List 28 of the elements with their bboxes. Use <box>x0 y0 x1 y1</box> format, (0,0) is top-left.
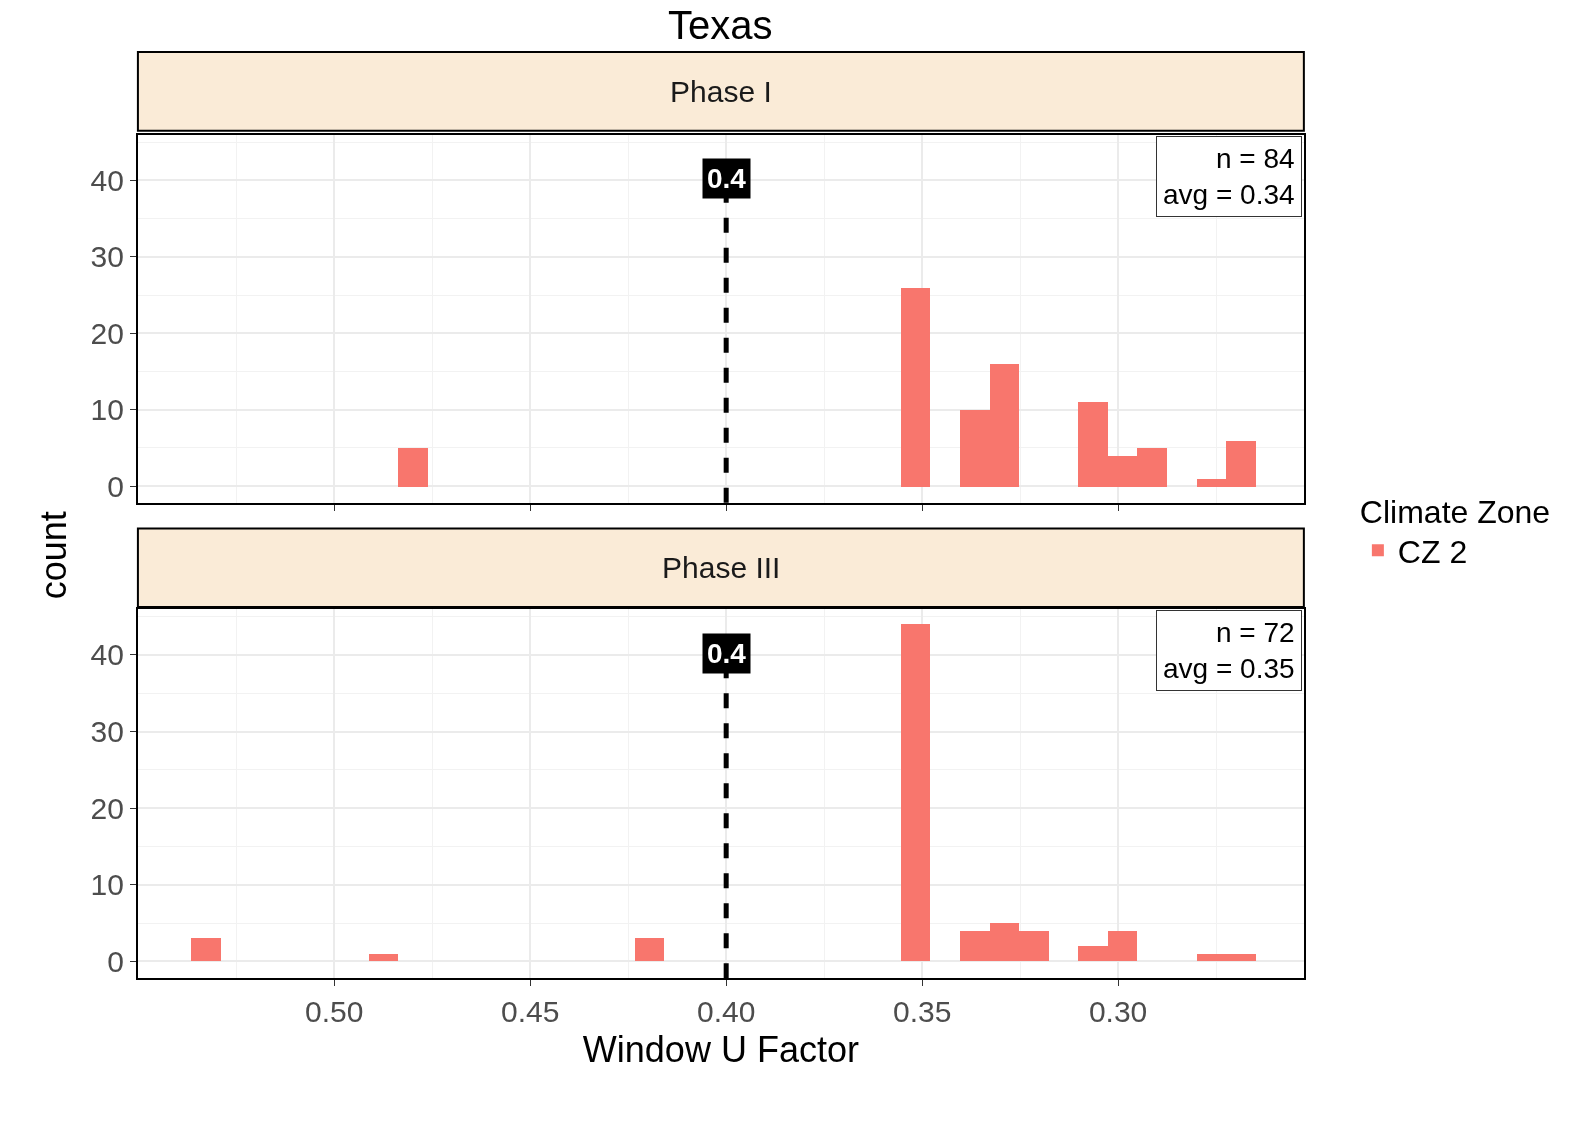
x-tick-label: 0.45 <box>501 995 560 1029</box>
x-tick-label: 0.30 <box>1088 995 1148 1029</box>
ref-line-label: 0.4 <box>707 163 747 194</box>
y-tick-label: 0 <box>107 469 124 503</box>
x-tick-label: 0.40 <box>696 995 756 1029</box>
y-axis-title: count <box>33 511 75 600</box>
annotation: n = 84 <box>1215 143 1295 174</box>
y-tick-label: 10 <box>90 868 124 902</box>
annotation: n = 72 <box>1215 617 1295 648</box>
annotation: avg = 0.35 <box>1163 653 1295 685</box>
annotation: avg = 0.34 <box>1163 179 1295 211</box>
y-tick-label: 20 <box>90 791 124 825</box>
legend-title: Climate Zone <box>1359 493 1551 530</box>
chart-subtitle: Phase I <box>670 75 772 108</box>
y-tick-label: 20 <box>90 316 124 350</box>
y-tick-label: 10 <box>90 393 124 427</box>
y-tick-label: 40 <box>90 638 124 672</box>
ref-line-label: 0.4 <box>707 638 747 669</box>
y-tick-label: 40 <box>90 163 124 197</box>
chart-title: Texas <box>668 3 773 47</box>
chart-subtitle: Phase III <box>662 551 781 584</box>
y-tick-label: 30 <box>90 240 124 274</box>
x-tick-label: 0.50 <box>305 995 364 1029</box>
legend-label: CZ 2 <box>1397 533 1468 570</box>
y-tick-label: 30 <box>90 715 124 749</box>
x-axis-title: Window U Factor <box>582 1029 859 1071</box>
y-tick-label: 0 <box>107 944 124 978</box>
x-tick-label: 0.35 <box>892 995 952 1029</box>
